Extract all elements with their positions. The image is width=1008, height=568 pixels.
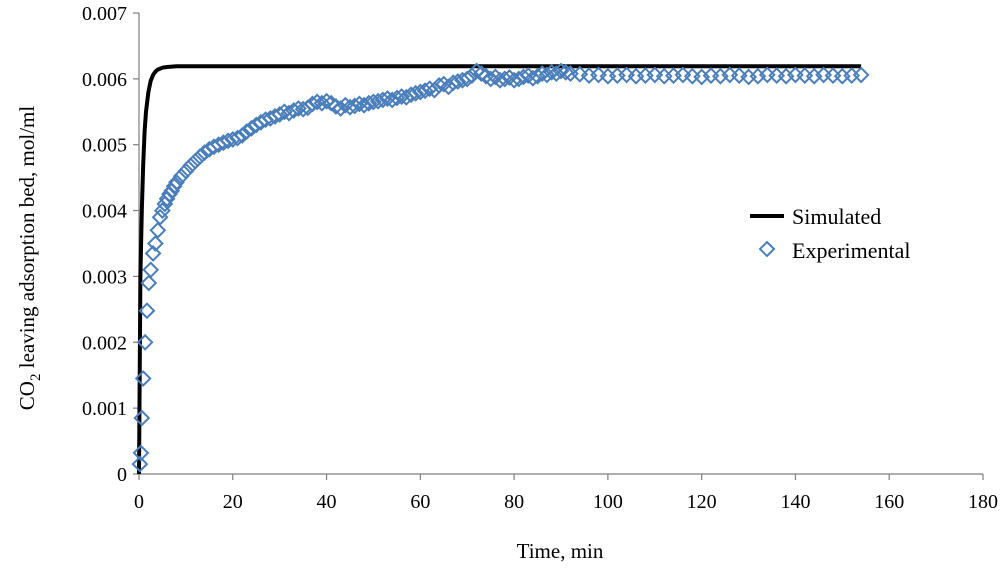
- x-tick-label: 120: [687, 491, 717, 513]
- experimental-point: [318, 92, 336, 110]
- experimental-point: [843, 67, 861, 85]
- experimental-point: [552, 62, 570, 80]
- experimental-point: [140, 274, 158, 292]
- x-tick-label: 20: [223, 491, 243, 513]
- experimental-point: [472, 65, 490, 83]
- experimental-point: [151, 208, 169, 226]
- experimental-point: [500, 69, 518, 86]
- experimental-point: [138, 302, 156, 320]
- y-tick-label: 0.002: [82, 332, 127, 354]
- experimental-point: [665, 67, 682, 85]
- simulated-line: [137, 64, 862, 475]
- y-axis-title-suffix: leaving adsorption bed, mol/ml: [15, 106, 39, 374]
- x-tick-label: 80: [504, 491, 524, 513]
- experimental-point: [468, 62, 486, 80]
- series-experimental: [131, 62, 870, 473]
- y-axis-title-subscript: 2: [28, 374, 44, 382]
- experimental-point: [491, 71, 509, 89]
- experimental-point: [133, 409, 151, 427]
- experimental-point: [393, 88, 411, 106]
- experimental-point: [238, 123, 256, 140]
- experimental-point: [402, 86, 420, 104]
- experimental-point: [449, 73, 467, 90]
- y-tick-label: 0.001: [82, 398, 127, 420]
- experimental-point: [636, 67, 654, 85]
- experimental-point: [444, 74, 462, 92]
- experimental-point: [149, 221, 167, 239]
- legend-simulated-label: Simulated: [792, 204, 881, 229]
- experimental-point: [172, 167, 190, 185]
- experimental-point: [768, 67, 786, 85]
- experimental-point: [557, 63, 575, 81]
- experimental-point: [177, 162, 195, 180]
- experimental-point: [144, 244, 162, 262]
- experimental-point: [233, 127, 251, 144]
- y-tick-label: 0.006: [82, 69, 127, 91]
- experimental-point: [430, 76, 448, 94]
- experimental-point: [608, 67, 626, 85]
- experimental-point: [182, 157, 200, 175]
- x-tick-label: 160: [874, 491, 904, 513]
- experimental-point: [369, 92, 387, 110]
- legend: Simulated Experimental: [750, 204, 911, 263]
- experimental-point: [134, 370, 152, 387]
- x-tick-label: 100: [593, 491, 623, 513]
- experimental-point: [191, 148, 209, 166]
- x-tick-label: 60: [410, 491, 430, 513]
- experimental-point: [165, 177, 183, 195]
- x-axis-title: Time, min: [517, 539, 604, 563]
- experimental-point: [364, 93, 382, 111]
- experimental-point: [796, 67, 814, 85]
- experimental-point: [463, 67, 481, 85]
- experimental-point: [229, 129, 246, 147]
- x-tick-label: 140: [780, 491, 810, 513]
- y-tick-label: 0.005: [82, 135, 127, 157]
- experimental-point: [458, 70, 476, 88]
- experimental-point: [219, 132, 237, 150]
- y-axis-title: CO2 leaving adsorption bed, mol/ml: [15, 106, 44, 411]
- experimental-point: [833, 67, 851, 85]
- y-tick-label: 0.004: [82, 201, 127, 223]
- legend-experimental-marker: [758, 240, 776, 258]
- experimental-point: [186, 152, 204, 170]
- experimental-point: [136, 333, 154, 351]
- experimental-point: [360, 94, 378, 112]
- y-tick-label: 0.003: [82, 266, 127, 288]
- experimental-point: [142, 261, 160, 279]
- experimental-point: [146, 235, 164, 252]
- x-tick-label: 40: [317, 491, 337, 513]
- tick-labels: 0 0.001 0.002 0.003 0.004 0.005 0.006 0.007 0 20 4…: [82, 3, 998, 513]
- experimental-point: [132, 444, 150, 462]
- experimental-point: [824, 67, 842, 85]
- experimental-point: [168, 173, 185, 191]
- series-simulated: [137, 64, 862, 475]
- y-tick-label: 0.007: [82, 3, 127, 25]
- experimental-point: [407, 84, 425, 102]
- x-tick-label: 0: [134, 491, 144, 513]
- y-axis-title-prefix: CO: [15, 381, 39, 410]
- experimental-point: [852, 66, 870, 84]
- experimental-point: [131, 455, 149, 473]
- y-tick-label: 0: [117, 464, 127, 486]
- legend-experimental-label: Experimental: [792, 238, 911, 263]
- x-tick-label: 180: [968, 491, 998, 513]
